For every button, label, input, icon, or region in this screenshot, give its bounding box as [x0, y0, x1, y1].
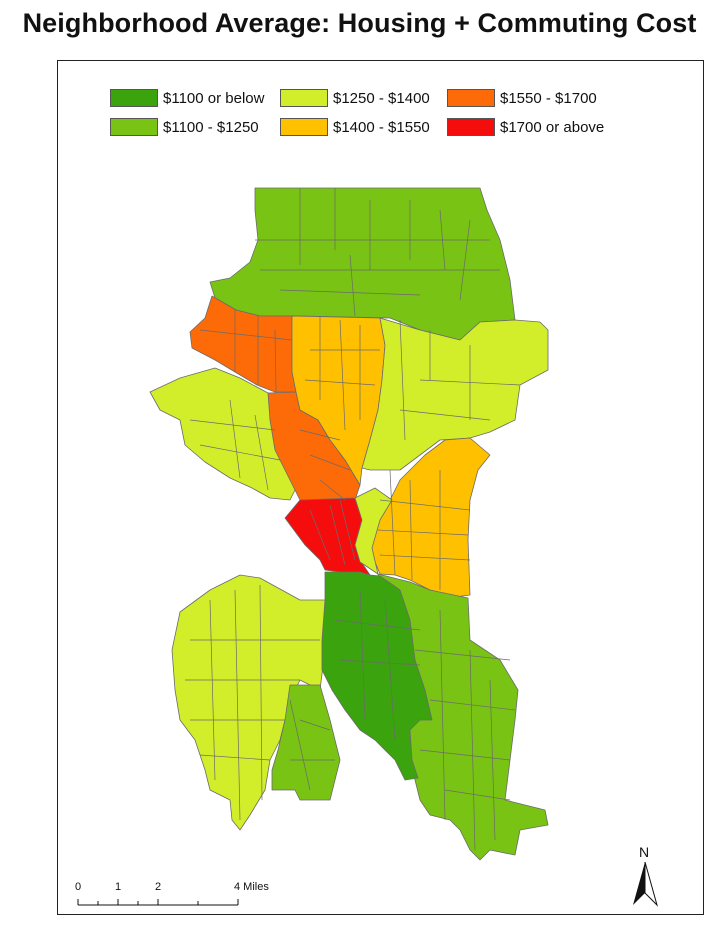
scale-tick-1: 1: [115, 881, 121, 893]
map-title: Neighborhood Average: Housing + Commutin…: [22, 8, 697, 38]
legend-label: $1550 - $1700: [500, 90, 597, 107]
scale-tick-0: 0: [75, 881, 81, 893]
legend-label: $1100 - $1250: [163, 119, 259, 136]
region-west-seattle: [171, 574, 326, 831]
legend: $1100 or below $1100 - $1250 $1250 - $14…: [110, 89, 630, 139]
region-rainier-dark: [321, 571, 433, 781]
neighborhood-boundaries: [185, 188, 521, 851]
legend-label: $1700 or above: [500, 119, 605, 136]
region-downtown-red: [284, 497, 371, 576]
legend-swatch: [280, 118, 328, 136]
map-frame: [57, 60, 704, 915]
legend-label: $1250 - $1400: [333, 90, 430, 107]
scale-tick-2: 2: [155, 881, 161, 893]
legend-swatch: [110, 118, 158, 136]
legend-swatch: [447, 89, 495, 107]
north-label: N: [639, 844, 649, 860]
legend-label: $1400 - $1550: [333, 119, 430, 136]
legend-swatch: [447, 118, 495, 136]
legend-swatch: [110, 89, 158, 107]
region-west-seattle-inner: [271, 684, 341, 801]
legend-label: $1100 or below: [163, 90, 265, 107]
legend-swatch: [280, 89, 328, 107]
region-southeast: [377, 573, 549, 861]
scale-bar: 0 1 2 4 Miles: [75, 881, 269, 906]
region-ballard-orange: [189, 295, 297, 393]
region-central-lower: [354, 487, 393, 575]
north-arrow-icon: N: [633, 844, 658, 907]
region-magnolia: [149, 367, 301, 501]
scale-tick-4: 4 Miles: [234, 881, 269, 893]
